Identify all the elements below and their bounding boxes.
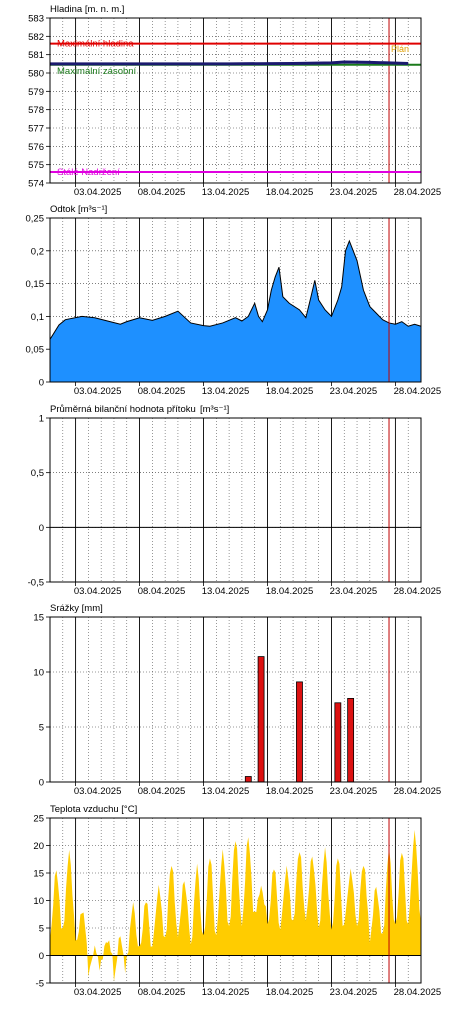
x-tick-label: 08.04.2025 [138,786,186,797]
y-tick-label: 0 [39,951,44,962]
chart-title: Hladina [m. n. m.] [50,4,124,15]
chart-title: Srážky [mm] [50,603,103,614]
y-tick-label: 0,15 [26,279,45,290]
x-tick-label: 23.04.2025 [330,586,378,597]
precipitation-bar [334,702,342,783]
outflow-chart-panel: Odtok [m³s⁻¹] 0,25 0,2 0,15 0,1 0,05 0 03.04.20… [26,204,442,397]
y-tick-label: 0,5 [31,468,44,479]
plot-border [49,616,422,783]
y-tick-label: 576 [28,142,44,153]
x-tick-label: 18.04.2025 [266,987,314,998]
x-tick-label: 08.04.2025 [138,987,186,998]
x-tick-label: 28.04.2025 [394,786,442,797]
plot-area [50,18,421,183]
y-tick-label: 578 [28,105,44,116]
x-tick-label: 13.04.2025 [202,386,250,397]
x-tick-label: 03.04.2025 [74,987,122,998]
y-tick-label: 15 [33,613,44,624]
y-tick-label: 25 [33,814,44,825]
outflow-line [49,239,422,340]
x-tick-label: 18.04.2025 [266,786,314,797]
x-tick-label: 03.04.2025 [74,786,122,797]
x-tick-label: 13.04.2025 [202,586,250,597]
precipitation-bar [296,681,303,783]
y-tick-label: 1 [39,414,44,425]
x-tick-label: 18.04.2025 [266,586,314,597]
x-tick-label: 18.04.2025 [266,187,314,198]
chart-title: Teplota vzduchu [°C] [50,804,137,815]
plot-border [49,817,422,984]
x-tick-label: 03.04.2025 [74,586,122,597]
chart-unit: [m³s⁻¹] [200,404,229,415]
x-tick-label: 23.04.2025 [330,786,378,797]
x-tick-label: 08.04.2025 [138,386,186,397]
y-tick-label: 0,2 [31,246,44,257]
x-tick-label: 03.04.2025 [74,187,122,198]
plot-area [50,418,421,582]
x-tick-label: 08.04.2025 [138,187,186,198]
y-tick-label: -0,5 [28,578,44,589]
x-tick-label: 28.04.2025 [394,987,442,998]
y-tick-label: 0,05 [26,345,45,356]
precipitation-bar [347,698,355,783]
plot-border [49,417,422,583]
precipitation-bar [244,776,252,783]
air-temperature-chart-panel: Teplota vzduchu [°C] 25 20 15 10 5 0 -5 03.04.20… [33,804,441,998]
y-tick-label: 577 [28,124,44,135]
x-tick-label: 03.04.2025 [74,386,122,397]
y-tick-label: 5 [39,924,44,935]
level-chart-panel: Hladina [m. n. m.] 583 582 581 580 579 578 577 5… [28,4,441,198]
water-level-series [50,60,409,66]
x-tick-label: 28.04.2025 [394,586,442,597]
y-tick-label: 581 [28,50,44,61]
y-tick-label: 582 [28,32,44,43]
reference-line-label: Maximální hladina [57,39,134,50]
outflow-area [50,240,421,382]
y-tick-label: 575 [28,160,44,171]
inflow-balance-chart-panel: Průměrná bilanční hodnota přítoku [m³s⁻¹]… [28,404,442,597]
x-tick-label: 28.04.2025 [394,187,442,198]
y-tick-label: 0,1 [31,312,44,323]
y-tick-label: 10 [33,896,44,907]
y-tick-label: 580 [28,69,44,80]
y-tick-label: 0 [39,523,44,534]
reference-line-label: Maximální zásobní [57,66,137,77]
x-tick-label: 13.04.2025 [202,187,250,198]
x-tick-label: 23.04.2025 [330,187,378,198]
plot-border [49,17,422,184]
y-tick-label: 574 [28,179,44,190]
y-tick-label: 583 [28,14,44,25]
y-tick-label: 10 [33,668,44,679]
x-tick-label: 18.04.2025 [266,386,314,397]
y-tick-label: 579 [28,87,44,98]
y-tick-label: 0,25 [26,214,45,225]
x-tick-label: 23.04.2025 [330,386,378,397]
chart-title: Odtok [m³s⁻¹] [50,204,107,215]
y-tick-label: 15 [33,869,44,880]
plot-border [49,217,422,383]
y-tick-label: -5 [36,979,44,990]
y-tick-label: 5 [39,723,44,734]
x-tick-label: 13.04.2025 [202,786,250,797]
x-tick-label: 28.04.2025 [394,386,442,397]
temperature-area [50,829,421,982]
now-label: Plán [391,44,409,54]
x-tick-label: 23.04.2025 [330,987,378,998]
reference-line-label: Stálé Nadržení [57,167,120,178]
y-tick-label: 0 [39,378,44,389]
precipitation-bar [257,656,265,783]
x-tick-label: 13.04.2025 [202,987,250,998]
y-tick-label: 20 [33,841,44,852]
chart-title: Průměrná bilanční hodnota přítoku [50,404,196,415]
precipitation-chart-panel: Srážky [mm] 15 10 5 0 03.04.2025 08.04.2025 13.… [33,603,441,797]
x-tick-label: 08.04.2025 [138,586,186,597]
plot-area [50,617,421,782]
y-tick-label: 0 [39,778,44,789]
